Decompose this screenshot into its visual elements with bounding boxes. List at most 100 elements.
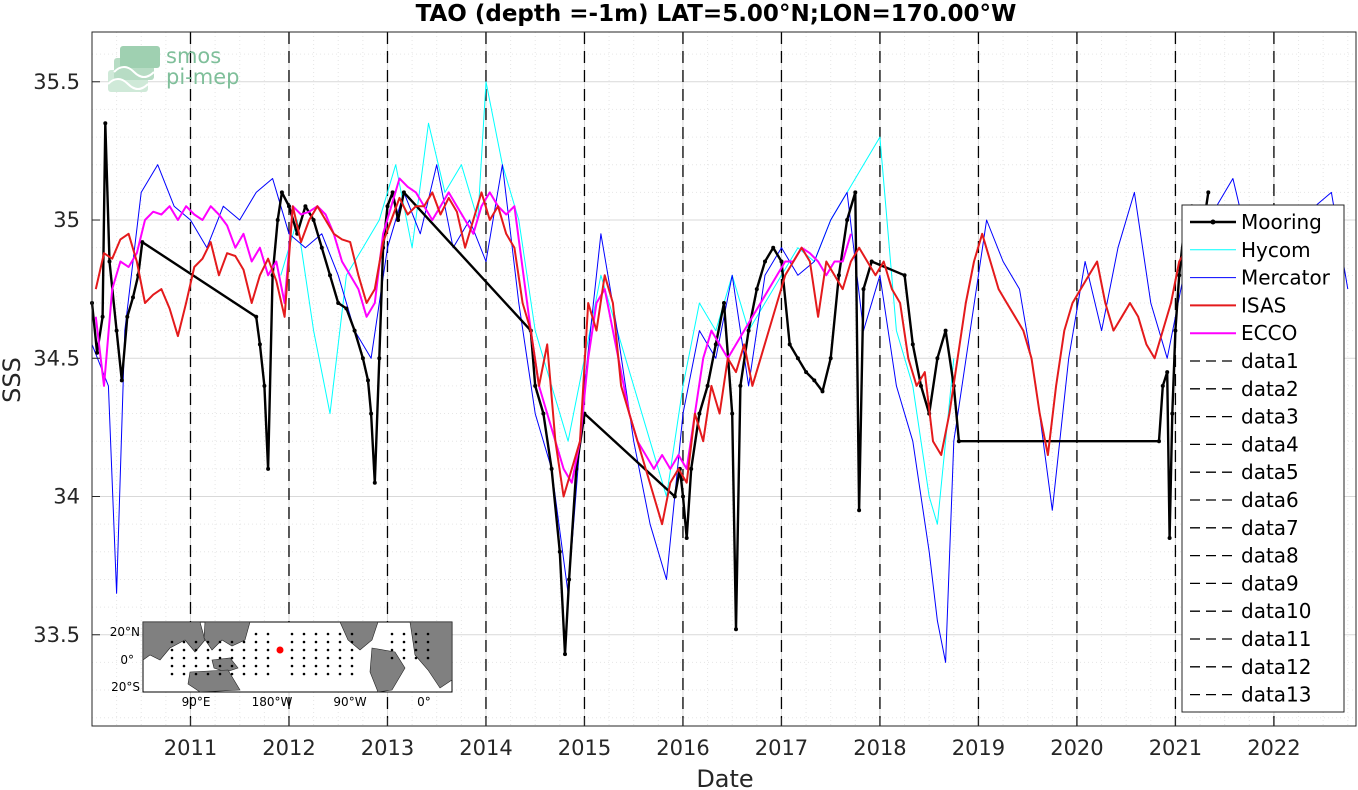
buoy-dot: [182, 648, 186, 652]
legend-item-data9: data9: [1190, 571, 1299, 595]
buoy-dot: [326, 632, 330, 636]
buoy-dot: [314, 648, 318, 652]
buoy-dot: [194, 648, 198, 652]
mooring-point: [100, 314, 105, 319]
buoy-dot: [326, 672, 330, 676]
mooring-point: [722, 301, 726, 305]
buoy-dot: [338, 632, 342, 636]
buoy-dot: [254, 632, 258, 636]
series-line-mooring: [90, 121, 1210, 656]
mooring-point: [734, 627, 738, 632]
buoy-dot: [402, 648, 406, 652]
buoy-dot: [350, 632, 354, 636]
buoy-dot: [290, 672, 294, 676]
legend-item-isas: ISAS: [1190, 293, 1286, 317]
buoy-dot: [170, 672, 174, 676]
mooring-point: [390, 190, 395, 195]
buoy-dot: [170, 664, 174, 668]
mooring-point: [549, 466, 554, 471]
buoy-dot: [254, 664, 258, 668]
x-tick-label: 2012: [262, 736, 315, 760]
series-isas: [94, 191, 1189, 526]
y-tick-label: 34: [53, 485, 80, 509]
plot-frame: [91, 31, 1357, 727]
vertical-dashed-lines: [189, 32, 1275, 726]
mooring-point: [131, 295, 135, 300]
mooring-point: [828, 356, 833, 361]
buoy-dot: [350, 656, 354, 660]
x-tick-label: 2015: [558, 736, 611, 760]
inset-lat-label-3: 20°S: [111, 680, 140, 694]
legend-label: data7: [1241, 516, 1299, 540]
x-tick-label: 2017: [755, 736, 808, 760]
buoy-dot: [242, 672, 246, 676]
buoy-dot: [242, 640, 246, 644]
smos-pimep-logo: smos pi-mep: [107, 44, 239, 92]
inset-map-mooring-marker: [276, 646, 284, 654]
legend-item-data3: data3: [1190, 405, 1299, 429]
mooring-point: [396, 218, 401, 222]
legend-label: data4: [1241, 432, 1299, 456]
mooring-point: [360, 356, 365, 361]
legend-label: Mercator: [1241, 266, 1331, 290]
buoy-dot: [194, 656, 198, 660]
mooring-point: [275, 218, 280, 222]
y-tick-label: 34.5: [33, 346, 80, 370]
buoy-dot: [338, 640, 342, 644]
mooring-point: [262, 383, 267, 388]
buoy-dot: [266, 672, 270, 676]
mooring-point: [1173, 328, 1178, 333]
buoy-dot: [206, 648, 210, 652]
mooring-point: [95, 350, 100, 355]
buoy-dot: [338, 664, 342, 668]
logo-text-smos: smos: [166, 44, 221, 68]
buoy-dot: [414, 648, 418, 652]
legend-item-data2: data2: [1190, 377, 1299, 401]
legend-label: Mooring: [1241, 210, 1322, 234]
legend-label: data5: [1241, 460, 1299, 484]
buoy-dot: [302, 664, 306, 668]
buoy-dot: [402, 656, 406, 660]
buoy-dot: [302, 656, 306, 660]
inset-map: 20°N 0° 20°S 90°E 180°W 90°W 0°: [110, 621, 453, 709]
mooring-point: [845, 218, 850, 222]
buoy-dot: [414, 656, 418, 660]
legend-label: data2: [1241, 377, 1299, 401]
inset-lon-label-3: 90°W: [333, 695, 366, 709]
mooring-point: [541, 411, 546, 416]
inset-map-land: [142, 621, 453, 693]
mooring-point: [401, 190, 406, 195]
buoy-dot: [426, 632, 430, 636]
buoy-dot: [290, 664, 294, 668]
buoy-dot: [206, 656, 210, 660]
mooring-point: [352, 328, 357, 333]
legend-item-data5: data5: [1190, 460, 1299, 484]
chart-title: TAO (depth =-1m) LAT=5.00°N;LON=170.00°W: [416, 1, 1017, 27]
mooring-point: [804, 370, 809, 375]
buoy-dot: [242, 664, 246, 668]
buoy-dot: [350, 672, 354, 676]
mooring-point: [254, 314, 259, 319]
buoy-dot: [350, 664, 354, 668]
mooring-point: [107, 259, 112, 264]
legend-item-hycom: Hycom: [1190, 238, 1311, 262]
buoy-dot: [182, 672, 186, 676]
buoy-dot: [390, 640, 394, 644]
mooring-point: [377, 356, 382, 361]
buoy-dot: [290, 632, 294, 636]
mooring-point: [1165, 370, 1170, 375]
buoy-dot: [326, 656, 330, 660]
mooring-point: [328, 273, 332, 278]
x-tick-label: 2022: [1247, 736, 1300, 760]
mooring-point: [119, 378, 124, 383]
buoy-dot: [290, 648, 294, 652]
legend-item-data7: data7: [1190, 516, 1299, 540]
buoy-dot: [230, 664, 234, 668]
legend: Mooring Hycom Mercator ISAS ECCO data1 data2 da…: [1181, 204, 1345, 713]
buoy-dot: [302, 640, 306, 644]
x-tick-label: 2014: [459, 736, 512, 760]
mooring-point: [919, 383, 923, 388]
buoy-dot: [218, 664, 222, 668]
buoy-dot: [266, 640, 270, 644]
legend-label: Hycom: [1241, 238, 1311, 262]
